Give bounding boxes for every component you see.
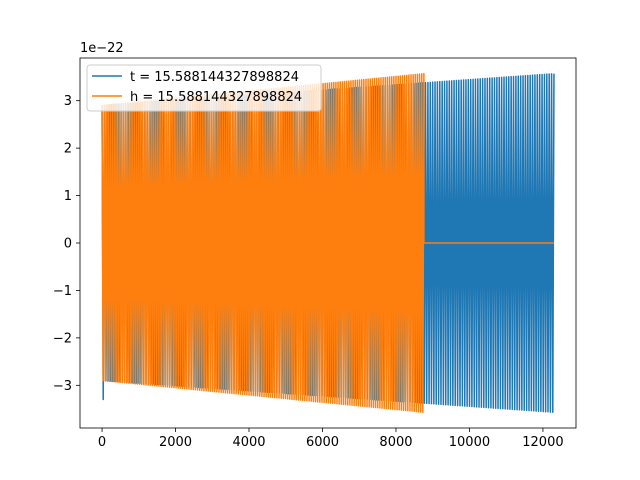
x-tick-label: 8000 bbox=[379, 435, 412, 450]
x-tick-label: 10000 bbox=[449, 435, 490, 450]
y-tick-label: −3 bbox=[53, 379, 72, 394]
y-tick-label: 2 bbox=[64, 142, 72, 157]
series-layer bbox=[101, 72, 555, 414]
legend-label-h: h = 15.588144327898824 bbox=[130, 90, 302, 105]
y-tick-label: −1 bbox=[53, 284, 72, 299]
x-tick-label: 12000 bbox=[522, 435, 563, 450]
y-tick-label: −2 bbox=[53, 331, 72, 346]
y-offset-label: 1e−22 bbox=[80, 41, 124, 56]
series-line-h bbox=[101, 72, 554, 413]
x-axis: 0 2000 4000 6000 8000 10000 12000 bbox=[98, 428, 564, 450]
x-tick-label: 2000 bbox=[159, 435, 192, 450]
x-tick-label: 6000 bbox=[306, 435, 339, 450]
x-tick-label: 0 bbox=[98, 435, 106, 450]
legend-label-t: t = 15.588144327898824 bbox=[130, 70, 299, 85]
y-tick-label: 3 bbox=[64, 94, 72, 109]
x-tick-label: 4000 bbox=[232, 435, 265, 450]
y-tick-label: 0 bbox=[64, 237, 72, 252]
legend-frame bbox=[86, 64, 322, 112]
y-axis: −3 −2 −1 0 1 2 3 bbox=[53, 94, 80, 394]
legend: t = 15.588144327898824 h = 15.5881443278… bbox=[86, 64, 322, 112]
y-tick-label: 1 bbox=[64, 189, 72, 204]
